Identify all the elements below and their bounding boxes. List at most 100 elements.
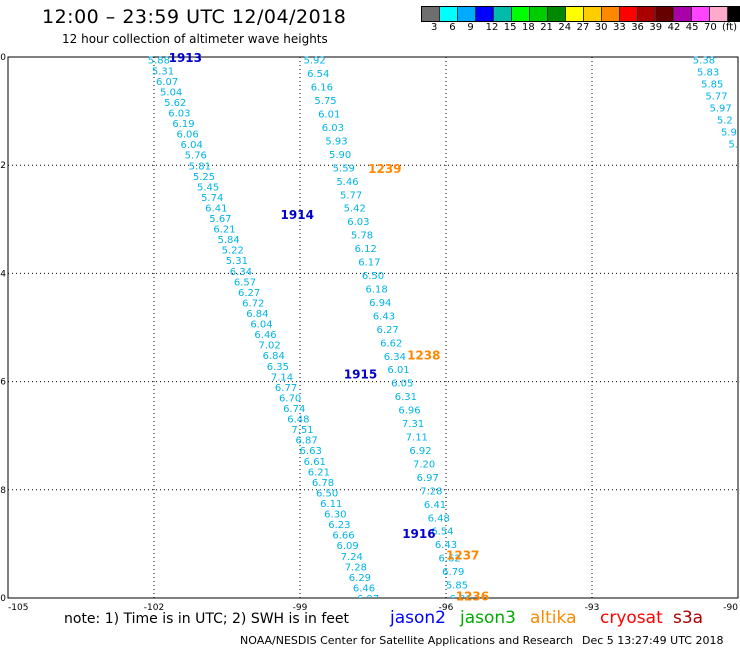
wave-height-value: 5.76 bbox=[185, 151, 207, 162]
latitude-label: -16 bbox=[0, 378, 6, 388]
wave-height-value: 7.28 bbox=[345, 562, 367, 573]
wave-height-value: 5.38 bbox=[693, 56, 715, 67]
legend-label: 6 bbox=[449, 22, 456, 33]
longitude-label: -102 bbox=[144, 603, 164, 613]
wave-height-value: 5.92 bbox=[303, 56, 325, 67]
wave-height-value: 5.74 bbox=[201, 193, 223, 204]
wave-height-value: 6.77 bbox=[275, 383, 297, 394]
wave-height-value: 5.85 bbox=[701, 80, 723, 91]
wave-height-value: 6.50 bbox=[316, 488, 338, 499]
wave-height-value: 6.30 bbox=[324, 510, 346, 521]
wave-height-value: 7.02 bbox=[259, 341, 281, 352]
wave-height-value: 6.46 bbox=[254, 330, 276, 341]
wave-height-value: 6.27 bbox=[376, 325, 398, 336]
wave-height-value: 5.62 bbox=[164, 98, 186, 109]
latitude-label: -10 bbox=[0, 53, 6, 63]
wave-height-value: 5.9 bbox=[721, 128, 737, 139]
wave-height-value: 6.54 bbox=[307, 69, 329, 80]
legend-label: 45 bbox=[685, 22, 699, 33]
pass-time-label: 1916 bbox=[402, 527, 435, 541]
wave-height-value: 6.35 bbox=[267, 362, 289, 373]
wave-height-value: 6.21 bbox=[213, 225, 235, 236]
legend-label: 42 bbox=[667, 22, 681, 33]
pass-time-label: 1239 bbox=[368, 162, 401, 176]
legend-label: 70 bbox=[704, 22, 717, 33]
wave-height-value: 5.25 bbox=[193, 172, 215, 183]
pass-time-label: 1914 bbox=[281, 208, 314, 222]
wave-height-value: 5.84 bbox=[217, 235, 239, 246]
legend-label: 18 bbox=[522, 22, 535, 33]
wave-height-value: 5.45 bbox=[197, 182, 219, 193]
wave-height-value: 5.85 bbox=[446, 581, 468, 592]
wave-height-value: 6.34 bbox=[230, 267, 252, 278]
wave-height-value: 6.03 bbox=[322, 123, 344, 134]
latitude-label: -12 bbox=[0, 161, 6, 171]
wave-height-value: 5.90 bbox=[329, 150, 351, 161]
wave-height-color-legend bbox=[421, 6, 740, 22]
legend-swatch bbox=[620, 7, 638, 21]
wave-height-value: 6.43 bbox=[435, 540, 457, 551]
wave-height-value: 5.83 bbox=[697, 68, 719, 79]
legend-swatch bbox=[728, 7, 740, 21]
wave-height-value: 5.59 bbox=[333, 163, 355, 174]
wave-height-value: 6.87 bbox=[295, 436, 317, 447]
wave-height-value: 6.72 bbox=[242, 298, 264, 309]
wave-height-value: 6.06 bbox=[449, 594, 471, 605]
wave-height-value: 5.46 bbox=[336, 177, 358, 188]
credit-text: NOAA/NESDIS Center for Satellite Applica… bbox=[240, 634, 574, 647]
legend-label: 33 bbox=[613, 22, 626, 33]
wave-height-value: 6.46 bbox=[353, 583, 375, 594]
wave-height-value: 6.48 bbox=[287, 415, 309, 426]
legend-swatch bbox=[674, 7, 692, 21]
wave-height-value: 6.04 bbox=[181, 140, 203, 151]
wave-height-value: 6.31 bbox=[395, 392, 417, 403]
wave-height-value: 5.31 bbox=[152, 66, 174, 77]
legend-swatch bbox=[476, 7, 494, 21]
longitude-label: -93 bbox=[585, 603, 600, 613]
legend-label: 12 bbox=[485, 22, 499, 33]
legend-swatch bbox=[548, 7, 566, 21]
wave-height-value: 5.22 bbox=[222, 246, 244, 257]
wave-height-value: 6.05 bbox=[391, 379, 413, 390]
wave-height-value: 5.78 bbox=[351, 231, 373, 242]
legend-label: 27 bbox=[576, 22, 590, 33]
wave-height-value: 6.21 bbox=[308, 467, 330, 478]
pass-time-label: 1236 bbox=[456, 589, 489, 603]
wave-height-value: 6.62 bbox=[380, 338, 402, 349]
wave-height-value: 6.23 bbox=[328, 520, 350, 531]
legend-swatch bbox=[530, 7, 548, 21]
wave-height-value: 5.81 bbox=[189, 161, 211, 172]
legend-label: 15 bbox=[503, 22, 517, 33]
wave-height-value: 6.41 bbox=[424, 500, 446, 511]
legend-label: 3 bbox=[431, 22, 438, 33]
wave-height-value: 7.20 bbox=[413, 459, 435, 470]
footer-note: note: 1) Time is in UTC; 2) SWH is in fe… bbox=[64, 611, 350, 627]
wave-height-value: 6.94 bbox=[369, 298, 391, 309]
wave-height-value: 6.84 bbox=[246, 309, 268, 320]
legend-swatch bbox=[512, 7, 530, 21]
pass-time-label: 1913 bbox=[169, 51, 202, 65]
wave-height-value: 5.97 bbox=[709, 104, 731, 115]
legend-jason2: jason2 bbox=[390, 608, 446, 628]
wave-height-value: 6.06 bbox=[176, 130, 198, 141]
wave-height-value: 6.43 bbox=[373, 311, 395, 322]
wave-height-value: 6.96 bbox=[398, 406, 420, 417]
legend-cryosat: cryosat bbox=[600, 608, 663, 628]
wave-height-value: 6.16 bbox=[311, 83, 333, 94]
pass-time-label: 1237 bbox=[446, 549, 479, 563]
wave-height-value: 6.12 bbox=[355, 244, 377, 255]
wave-height-value: 6.01 bbox=[387, 365, 409, 376]
wave-height-value: 6.92 bbox=[409, 446, 431, 457]
legend-swatch bbox=[440, 7, 458, 21]
wave-height-value: 6.27 bbox=[238, 288, 260, 299]
wave-height-value: 6.01 bbox=[318, 110, 340, 121]
wave-height-value: 6.03 bbox=[168, 108, 190, 119]
wave-height-value: 7.24 bbox=[341, 552, 363, 563]
page-title: 12:00 – 23:59 UTC 12/04/2018 bbox=[42, 6, 347, 28]
legend-label: 36 bbox=[631, 22, 644, 33]
wave-height-value: 7.11 bbox=[406, 433, 428, 444]
wave-height-value: 7.51 bbox=[291, 425, 313, 436]
wave-height-value: 6.62 bbox=[439, 554, 461, 565]
legend-unit: (ft) bbox=[722, 22, 738, 33]
